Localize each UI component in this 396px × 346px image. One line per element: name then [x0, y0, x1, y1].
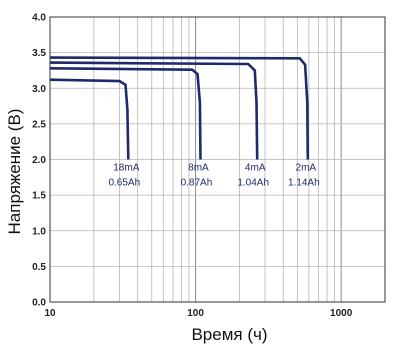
curve-capacity-label: 0.65Ah [108, 178, 140, 189]
curve-capacity-label: 1.14Ah [288, 178, 320, 189]
x-tick-labels: 10 100 1000 [44, 308, 352, 319]
curve-current-label: 2mA [296, 163, 317, 174]
grid [49, 16, 386, 303]
discharge-curve [49, 67, 202, 160]
curve-current-label: 8mA [188, 163, 209, 174]
y-tick-labels: 0.0 0.5 1.0 1.5 2.0 2.5 3.0 3.5 4.0 [32, 13, 46, 309]
discharge-curve [49, 78, 130, 160]
y-axis-label: Напряжение (В) [5, 109, 24, 235]
y-tick-label: 3.5 [32, 48, 46, 59]
x-axis-label: Время (ч) [191, 325, 267, 344]
discharge-curve [49, 61, 259, 160]
y-tick-label: 4.0 [32, 13, 46, 24]
curve-labels: 18mA 0.65Ah 8mA 0.87Ah 4mA 1.04Ah 2mA 1.14Ah [108, 163, 319, 189]
curve-capacity-label: 1.04Ah [237, 178, 269, 189]
curve-capacity-label: 0.87Ah [181, 178, 213, 189]
discharge-curves [49, 56, 310, 160]
curve-current-label: 4mA [245, 163, 266, 174]
y-tick-label: 0.0 [32, 298, 46, 309]
y-tick-label: 3.0 [32, 84, 46, 95]
y-tick-label: 1.5 [32, 191, 46, 202]
y-tick-label: 0.5 [32, 262, 46, 273]
y-tick-label: 1.0 [32, 226, 46, 237]
discharge-curve [49, 56, 310, 160]
y-tick-label: 2.5 [32, 119, 46, 130]
curve-current-label: 18mA [113, 163, 139, 174]
x-tick-label: 1000 [330, 308, 353, 319]
y-tick-label: 2.0 [32, 155, 46, 166]
plot-frame [49, 16, 386, 303]
x-tick-label: 10 [44, 308, 56, 319]
x-tick-label: 100 [187, 308, 204, 319]
